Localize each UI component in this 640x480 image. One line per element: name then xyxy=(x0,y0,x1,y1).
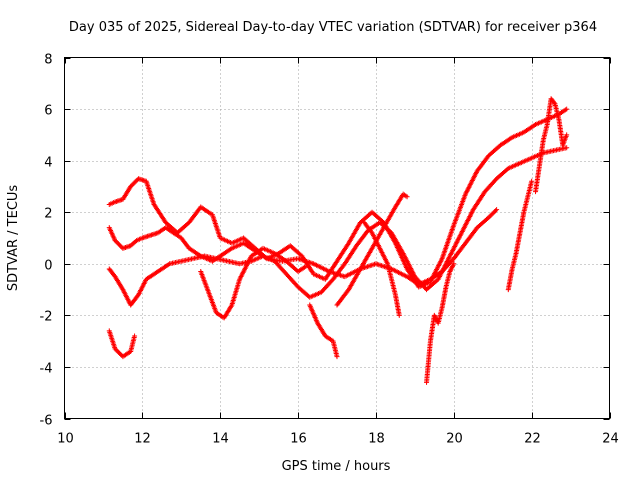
x-tick-label: 18 xyxy=(368,432,385,447)
y-tick-label: -6 xyxy=(40,414,53,429)
series-track-3 xyxy=(106,106,570,290)
series-track-10 xyxy=(505,178,535,293)
series-track-7 xyxy=(334,191,410,308)
data-point xyxy=(564,106,570,112)
data-point xyxy=(488,212,494,218)
data-point xyxy=(118,351,124,357)
data-point xyxy=(112,238,118,244)
data-point xyxy=(114,348,120,354)
data-point xyxy=(451,261,457,267)
data-point xyxy=(492,208,498,214)
data-point xyxy=(132,333,138,339)
y-tick-label: 4 xyxy=(44,156,52,171)
data-points xyxy=(106,96,570,385)
x-tick-label: 12 xyxy=(134,432,151,447)
data-point xyxy=(529,178,535,184)
series-track-5 xyxy=(198,245,309,321)
data-point xyxy=(129,182,135,188)
data-point xyxy=(303,263,309,269)
data-point xyxy=(135,293,141,299)
x-tick-labels: 10 12 14 16 18 20 22 24 xyxy=(57,432,619,447)
data-point xyxy=(404,194,410,200)
series-track-8 xyxy=(361,220,402,318)
chart-title: Day 035 of 2025, Sidereal Day-to-day VTE… xyxy=(69,20,597,35)
y-tick-labels: -6 -4 -2 0 2 4 6 8 xyxy=(40,53,53,429)
data-point xyxy=(115,349,121,355)
y-axis-label: SDTVAR / TECUs xyxy=(6,185,21,292)
data-point xyxy=(494,207,500,213)
series-track-2 xyxy=(106,145,570,308)
x-tick-label: 22 xyxy=(524,432,541,447)
data-point xyxy=(551,100,557,106)
x-tick-label: 20 xyxy=(446,432,463,447)
data-point xyxy=(564,145,570,151)
y-tick-label: -2 xyxy=(40,310,53,325)
grid xyxy=(64,57,610,419)
data-point xyxy=(487,213,493,219)
y-tick-label: 8 xyxy=(44,53,52,68)
data-point xyxy=(128,183,134,189)
y-tick-label: -4 xyxy=(40,362,53,377)
x-tick-label: 14 xyxy=(212,432,229,447)
x-axis-label: GPS time / hours xyxy=(282,459,391,474)
series-track-6 xyxy=(307,302,340,360)
series-track-9 xyxy=(424,261,457,385)
data-point xyxy=(490,210,496,216)
series-track-4 xyxy=(106,328,138,360)
data-point xyxy=(368,229,374,235)
data-point xyxy=(118,243,124,249)
data-point xyxy=(334,354,340,360)
series-track-11 xyxy=(533,96,570,195)
data-point xyxy=(130,181,136,187)
data-point xyxy=(564,132,570,138)
data-point xyxy=(113,347,119,353)
plot-frame xyxy=(64,57,610,419)
data-point xyxy=(114,240,120,246)
x-tick-label: 24 xyxy=(602,432,619,447)
x-tick-label: 16 xyxy=(290,432,307,447)
data-point xyxy=(117,350,123,356)
data-point xyxy=(486,214,492,220)
y-tick-label: 2 xyxy=(44,207,52,222)
data-point xyxy=(133,178,139,184)
data-point xyxy=(113,239,119,245)
data-point xyxy=(491,209,497,215)
y-tick-label: 6 xyxy=(44,104,52,119)
data-point xyxy=(112,346,118,352)
axis-ticks xyxy=(64,57,611,420)
data-point xyxy=(115,241,121,247)
data-point xyxy=(489,211,495,217)
data-point xyxy=(131,180,137,186)
data-point xyxy=(396,312,402,318)
data-point xyxy=(132,179,138,185)
x-tick-label: 10 xyxy=(57,432,74,447)
data-point xyxy=(117,242,123,248)
y-tick-label: 0 xyxy=(44,259,52,274)
